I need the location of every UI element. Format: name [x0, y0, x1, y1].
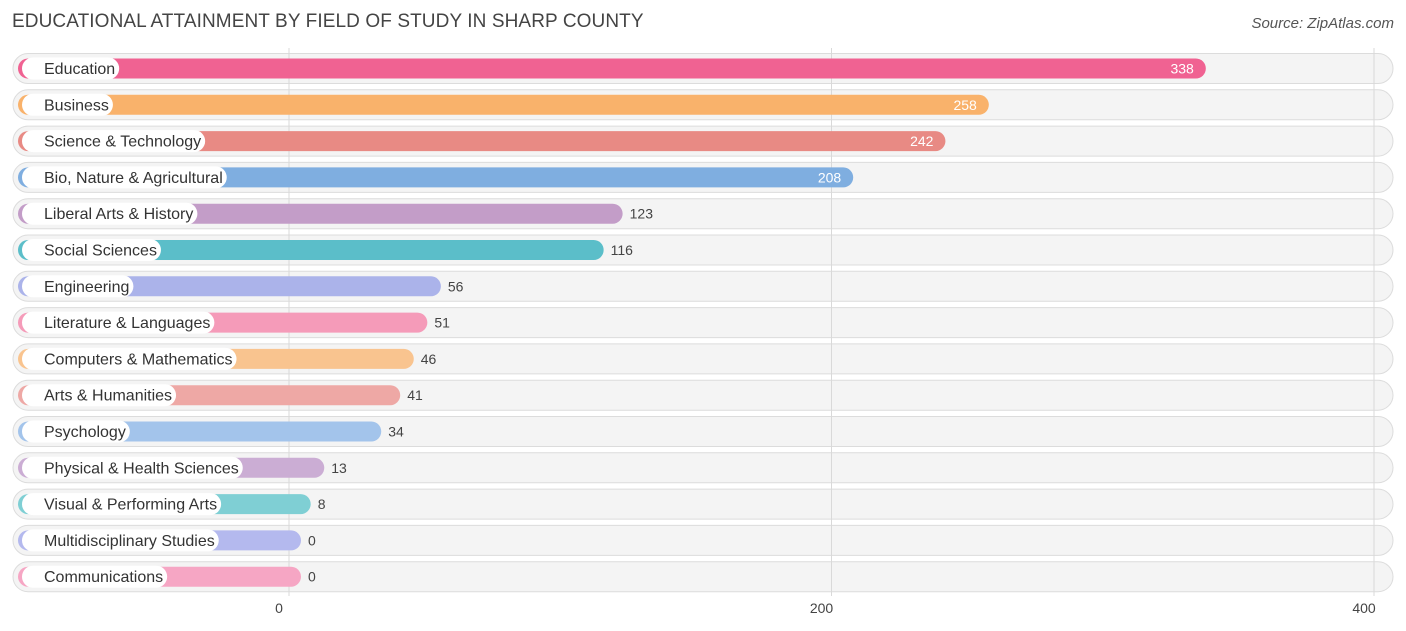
category-label-computers-and-mathematics: Computers & Mathematics	[44, 351, 233, 368]
bar-social-sciences	[18, 240, 604, 260]
category-pill-visual-and-performing-arts	[22, 493, 222, 516]
bar-science-and-technology	[18, 131, 946, 152]
track-physical-and-health-sciences	[12, 452, 1394, 484]
value-label-business: 258	[953, 97, 977, 113]
category-label-literature-and-languages: Literature & Languages	[44, 315, 210, 332]
value-label-science-and-technology: 242	[910, 133, 934, 149]
category-pill-literature-and-languages	[22, 311, 215, 334]
category-label-communications: Communications	[44, 569, 163, 586]
category-pill-liberal-arts-and-history	[22, 202, 198, 225]
value-label-literature-and-languages: 51	[434, 315, 450, 331]
category-label-engineering: Engineering	[44, 279, 129, 296]
category-pill-business	[22, 93, 113, 116]
value-label-computers-and-mathematics: 46	[421, 351, 437, 367]
track-visual-and-performing-arts	[12, 488, 1394, 520]
category-pill-arts-and-humanities	[22, 384, 177, 407]
category-label-science-and-technology: Science & Technology	[44, 134, 201, 151]
value-label-physical-and-health-sciences: 13	[331, 460, 347, 476]
category-label-bio-nature-and-agricultural: Bio, Nature & Agricultural	[44, 170, 223, 187]
tick-label-400: 400	[1352, 600, 1376, 616]
category-label-visual-and-performing-arts: Visual & Performing Arts	[44, 497, 217, 514]
value-label-bio-nature-and-agricultural: 208	[818, 169, 842, 185]
value-label-visual-and-performing-arts: 8	[318, 496, 326, 512]
value-label-social-sciences: 116	[611, 242, 634, 258]
category-label-multidisciplinary-studies: Multidisciplinary Studies	[44, 533, 215, 550]
category-label-social-sciences: Social Sciences	[44, 243, 157, 260]
chart-title: EDUCATIONAL ATTAINMENT BY FIELD OF STUDY…	[12, 11, 644, 32]
category-pill-computers-and-mathematics	[22, 347, 237, 370]
category-pill-social-sciences	[22, 239, 161, 261]
category-pill-engineering	[22, 275, 134, 298]
chart-source: Source: ZipAtlas.com	[1251, 15, 1394, 32]
category-label-business: Business	[44, 97, 109, 114]
category-label-physical-and-health-sciences: Physical & Health Sciences	[44, 460, 239, 477]
category-label-psychology: Psychology	[44, 424, 126, 441]
tick-label-0: 0	[275, 600, 283, 616]
category-pill-bio-nature-and-agricultural	[22, 166, 227, 189]
value-label-liberal-arts-and-history: 123	[630, 206, 654, 222]
track-multidisciplinary-studies	[12, 524, 1394, 556]
track-communications	[12, 561, 1394, 593]
category-pill-physical-and-health-sciences	[22, 456, 243, 479]
value-label-arts-and-humanities: 41	[407, 387, 423, 403]
value-label-engineering: 56	[448, 278, 464, 294]
category-pill-science-and-technology	[22, 130, 206, 153]
bar-business	[18, 94, 989, 115]
bar-education	[18, 58, 1206, 79]
category-label-liberal-arts-and-history: Liberal Arts & History	[44, 206, 193, 223]
value-label-psychology: 34	[388, 424, 404, 440]
value-label-multidisciplinary-studies: 0	[308, 532, 316, 548]
tick-label-200: 200	[810, 600, 834, 616]
category-label-arts-and-humanities: Arts & Humanities	[44, 388, 172, 405]
bar-bio-nature-and-agricultural	[18, 167, 854, 188]
category-pill-multidisciplinary-studies	[22, 529, 219, 552]
category-pill-communications	[22, 565, 168, 588]
category-label-education: Education	[44, 61, 115, 78]
value-label-education: 338	[1170, 61, 1194, 77]
category-pill-education	[22, 57, 120, 80]
value-label-communications: 0	[308, 569, 316, 585]
category-pill-psychology	[22, 420, 130, 443]
